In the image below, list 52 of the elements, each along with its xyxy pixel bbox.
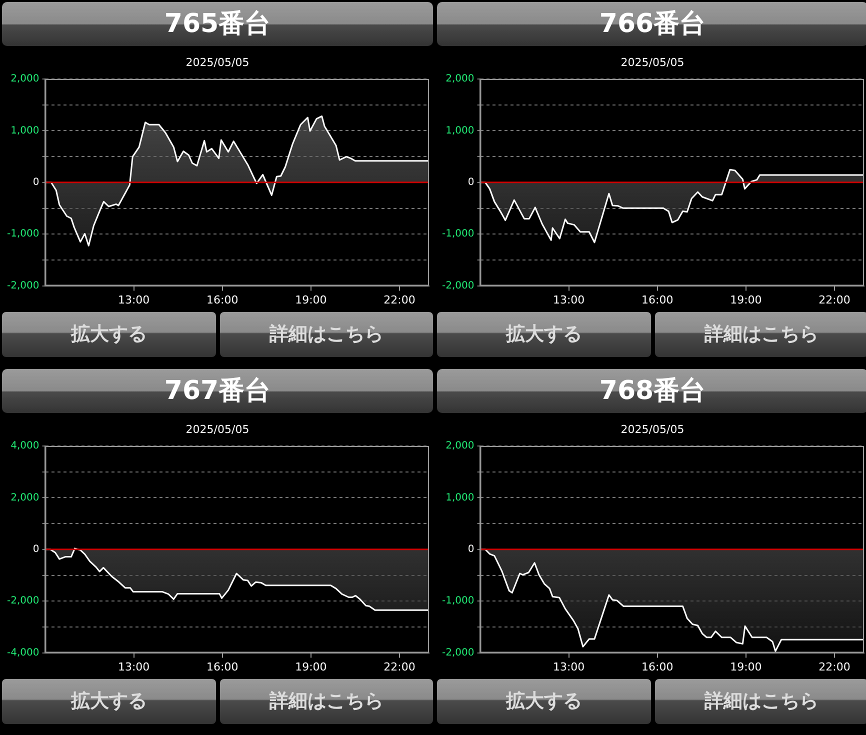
text: 拡大する (2, 312, 216, 357)
x-tick-label: 22:00 (384, 660, 416, 674)
y-tick-label: 2,000 (10, 492, 40, 504)
y-tick-label: 4,000 (10, 440, 40, 452)
y-tick-label: 2,000 (446, 74, 474, 85)
chart-subtitle: 2025/05/05 (184, 423, 250, 437)
x-tick-label: 16:00 (206, 660, 238, 674)
text: 拡大する (2, 679, 216, 724)
y-tick-label: 0 (468, 544, 474, 555)
chart-subtitle: 2025/05/05 (620, 56, 686, 70)
chart-title: 766番台 (437, 2, 866, 46)
x-tick-label: 22:00 (818, 293, 850, 306)
y-tick-label: -2,000 (442, 280, 474, 292)
text: 詳細はこちら (220, 679, 433, 724)
chart-title: 765番台 (2, 2, 433, 46)
chart-title: 768番台 (437, 369, 866, 413)
x-tick-label: 13:00 (552, 660, 585, 674)
text: 詳細はこちら (654, 679, 866, 724)
text: 詳細はこちら (654, 312, 866, 357)
y-tick-label: -2,000 (6, 280, 40, 292)
x-tick-label: 13:00 (118, 660, 150, 674)
chart-subtitle: 2025/05/05 (620, 423, 686, 437)
x-tick-label: 19:00 (730, 293, 762, 306)
y-tick-label: -4,000 (6, 647, 40, 658)
y-tick-label: 1,000 (10, 125, 40, 136)
x-tick-label: 16:00 (642, 660, 674, 674)
y-tick-label: 0 (32, 544, 40, 555)
x-tick-label: 19:00 (295, 293, 327, 306)
y-tick-label: -1,000 (442, 228, 474, 240)
y-tick-label: 2,000 (10, 74, 40, 85)
y-tick-label: 0 (468, 176, 474, 188)
y-tick-label: 2,000 (446, 440, 474, 452)
x-tick-label: 19:00 (730, 660, 762, 674)
x-tick-label: 13:00 (552, 293, 585, 306)
text: 拡大する (437, 679, 650, 724)
y-tick-label: -2,000 (6, 596, 40, 607)
x-tick-label: 16:00 (642, 293, 674, 306)
chart-title: 767番台 (2, 369, 433, 413)
x-tick-label: 22:00 (818, 660, 850, 674)
y-tick-label: 1,000 (446, 492, 474, 504)
x-tick-label: 13:00 (118, 293, 150, 306)
text: 詳細はこちら (220, 312, 433, 357)
chart-subtitle: 2025/05/05 (184, 56, 250, 70)
x-tick-label: 22:00 (384, 293, 416, 306)
y-tick-label: -2,000 (442, 647, 474, 658)
text: 拡大する (437, 312, 650, 357)
x-tick-label: 16:00 (206, 293, 238, 306)
y-tick-label: -1,000 (6, 228, 40, 240)
y-tick-label: 1,000 (446, 125, 474, 136)
y-tick-label: -1,000 (442, 596, 474, 607)
y-tick-label: 0 (32, 176, 40, 188)
x-tick-label: 19:00 (295, 660, 327, 674)
